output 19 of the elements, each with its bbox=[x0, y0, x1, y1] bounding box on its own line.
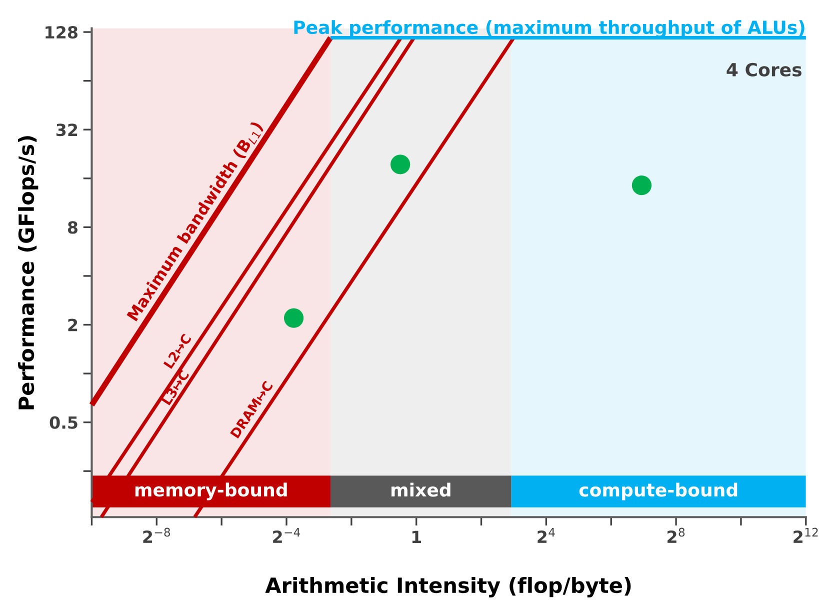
y-tick-label: 2 bbox=[68, 318, 78, 332]
y-tick-label: 128 bbox=[46, 26, 78, 39]
series-label: Peak performance (maximum throughput of ALUs) bbox=[294, 20, 804, 38]
x-tick-label: 2$^{12}$ bbox=[794, 528, 818, 543]
x-tick-label: 2$^{−4}$ bbox=[273, 528, 300, 543]
x-tick-label: 2$^{8}$ bbox=[668, 528, 685, 543]
text: Maximum bandwidth (B$_{L1}$) bbox=[126, 120, 265, 323]
band-label: memory-bound bbox=[135, 482, 287, 500]
x-tick-label: 1 bbox=[412, 530, 421, 543]
x-tick-label: 2$^{−8}$ bbox=[143, 528, 170, 543]
x-axis-title: Arithmetic Intensity (flop/byte) bbox=[265, 577, 631, 598]
y-tick-label: 32 bbox=[56, 124, 78, 136]
y-tick-label: 8 bbox=[68, 221, 78, 234]
band-label: mixed bbox=[392, 482, 450, 497]
band-label: compute-bound bbox=[579, 482, 738, 500]
y-axis-title: Performance (GFlops/s) bbox=[18, 136, 38, 410]
x-tick-label: 2$^{4}$ bbox=[538, 528, 555, 543]
y-tick-label: 0.5 bbox=[50, 416, 78, 429]
annotation: 4 Cores bbox=[726, 62, 802, 76]
